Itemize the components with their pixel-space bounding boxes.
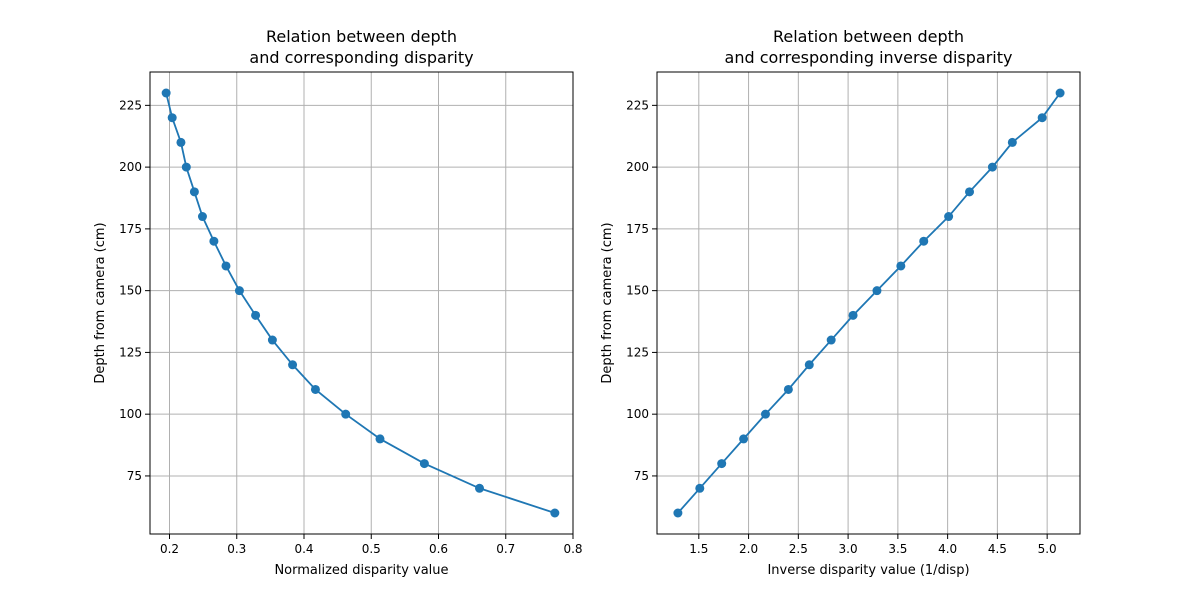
data-point (181, 162, 191, 172)
data-point (475, 483, 485, 493)
x-tick-label: 0.7 (496, 542, 515, 556)
data-point (872, 286, 882, 296)
chart-title-line2: and corresponding disparity (249, 48, 473, 67)
x-tick-label: 3.5 (888, 542, 907, 556)
data-point (695, 483, 705, 493)
y-tick-label: 225 (119, 98, 142, 112)
ticks: 0.2 0.3 0.4 0.5 0.6 0.7 0.8 75 100 125 150 175 200 22… (119, 98, 582, 556)
x-tick-label: 4.5 (988, 542, 1007, 556)
data-point (419, 459, 429, 469)
data-point (209, 236, 219, 246)
data-point (189, 187, 199, 197)
y-tick-label: 150 (119, 284, 142, 298)
data-point (717, 459, 727, 469)
data-point (167, 113, 177, 123)
chart-title-line1: Relation between depth (266, 27, 457, 46)
data-point (310, 384, 320, 394)
data-point (919, 236, 929, 246)
y-tick-label: 225 (626, 98, 649, 112)
x-tick-label: 1.5 (689, 542, 708, 556)
y-tick-label: 100 (119, 407, 142, 421)
data-point (341, 409, 351, 419)
series (673, 88, 1065, 518)
plot-frame (149, 71, 574, 535)
y-axis-label: Depth from camera (cm) (93, 222, 108, 383)
data-point (221, 261, 231, 271)
y-tick-label: 75 (127, 469, 142, 483)
data-point (760, 409, 770, 419)
series (161, 88, 560, 518)
x-tick-label: 0.2 (160, 542, 179, 556)
y-axis-label: Depth from camera (cm) (600, 222, 615, 383)
grid (657, 72, 1080, 534)
x-axis-label: Inverse disparity value (1/disp) (767, 563, 969, 578)
ticks: 1.5 2.0 2.5 3.0 3.5 4.0 4.5 5.0 75 100 125 150 175 20… (626, 98, 1057, 556)
data-point (234, 286, 244, 296)
chart-depth-vs-inverse-disparity: Relation between depth and corresponding… (600, 27, 1081, 578)
y-tick-label: 100 (626, 407, 649, 421)
y-tick-label: 125 (626, 345, 649, 359)
series-line (677, 92, 1061, 514)
data-point (987, 162, 997, 172)
data-point (1037, 113, 1047, 123)
y-tick-label: 200 (626, 160, 649, 174)
data-point (1055, 88, 1065, 98)
y-tick-label: 175 (626, 222, 649, 236)
data-point (197, 212, 207, 222)
data-point (848, 310, 858, 320)
y-tick-label: 75 (634, 469, 649, 483)
data-point (267, 335, 277, 345)
x-tick-label: 4.0 (938, 542, 957, 556)
data-point (739, 434, 749, 444)
x-tick-label: 5.0 (1038, 542, 1057, 556)
data-point (251, 310, 261, 320)
data-point (783, 384, 793, 394)
x-tick-label: 0.3 (227, 542, 246, 556)
x-tick-label: 3.0 (839, 542, 858, 556)
data-point (1007, 137, 1017, 147)
data-point (673, 508, 683, 518)
data-point (826, 335, 836, 345)
data-point (375, 434, 385, 444)
y-tick-label: 150 (626, 284, 649, 298)
x-tick-label: 0.4 (294, 542, 313, 556)
y-tick-label: 175 (119, 222, 142, 236)
y-tick-label: 200 (119, 160, 142, 174)
x-axis-label: Normalized disparity value (274, 563, 448, 578)
x-tick-label: 0.6 (429, 542, 448, 556)
plot-frame (656, 71, 1081, 535)
x-tick-label: 0.8 (563, 542, 582, 556)
data-point (896, 261, 906, 271)
data-point (804, 360, 814, 370)
chart-title-line1: Relation between depth (773, 27, 964, 46)
data-point (944, 212, 954, 222)
x-tick-label: 2.5 (789, 542, 808, 556)
chart-depth-vs-disparity: Relation between depth and corresponding… (93, 27, 583, 578)
x-tick-label: 0.5 (362, 542, 381, 556)
y-tick-label: 125 (119, 345, 142, 359)
data-point (176, 137, 186, 147)
chart-title-line2: and corresponding inverse disparity (725, 48, 1013, 67)
data-point (965, 187, 975, 197)
data-point (161, 88, 171, 98)
x-tick-label: 2.0 (739, 542, 758, 556)
data-point (288, 360, 298, 370)
data-point (550, 508, 560, 518)
